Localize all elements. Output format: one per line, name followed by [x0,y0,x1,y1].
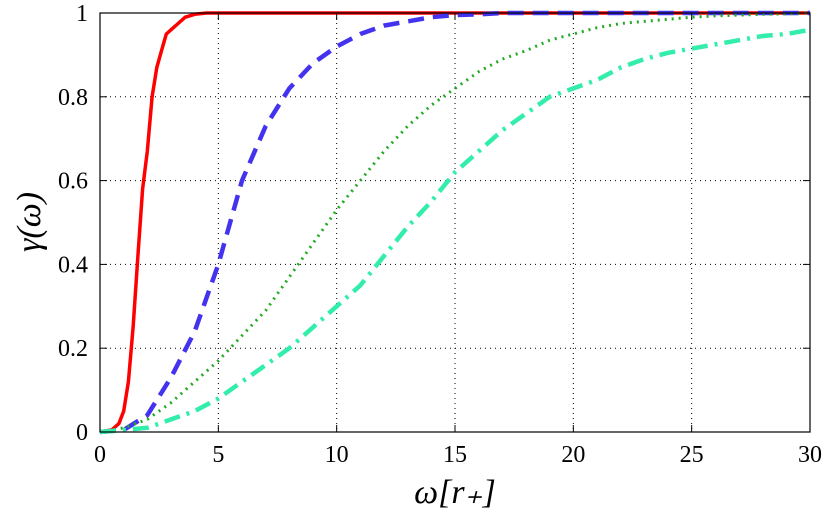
x-tick-label: 0 [94,442,106,468]
y-tick-label: 0.2 [58,336,88,362]
x-tick-label: 30 [798,442,822,468]
y-tick-labels: 0 0.2 0.4 0.6 0.8 1 [58,1,88,446]
grid-lines [100,13,810,432]
y-tick-label: 0.8 [58,85,88,111]
x-tick-label: 20 [561,442,585,468]
plot-background [100,13,810,432]
y-tick-label: 0 [76,420,88,446]
y-tick-label: 1 [76,1,88,27]
x-tick-label: 15 [443,442,467,468]
series-line-3 [99,11,811,434]
x-tick-label: 25 [680,442,704,468]
x-tick-labels: 0 5 10 15 20 25 30 [94,442,822,468]
y-axis-label: γ(ω) [11,192,48,252]
x-tick-label: 10 [325,442,349,468]
y-tick-label: 0.6 [58,169,88,195]
x-tick-label: 5 [212,442,224,468]
y-tick-label: 0.4 [58,252,88,278]
axis-ticks [99,12,811,433]
x-axis-label: ω[r₊] [414,474,496,511]
series-line-4 [99,27,811,435]
